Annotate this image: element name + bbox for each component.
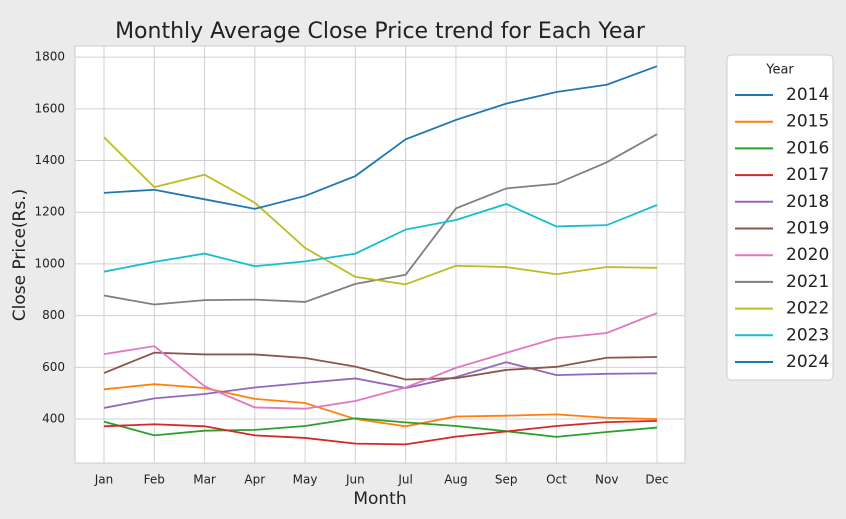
line <box>103 417 658 438</box>
y-tick-label: 600 <box>42 360 65 374</box>
legend-label: 2014 <box>786 85 829 105</box>
x-tick-label: Apr <box>244 473 265 487</box>
x-tick-label: Oct <box>546 473 567 487</box>
legend-title: Year <box>765 63 794 78</box>
line <box>103 383 658 428</box>
y-tick-label: 400 <box>42 412 65 426</box>
legend-label: 2022 <box>786 299 829 319</box>
legend-label: 2020 <box>786 245 829 265</box>
legend <box>726 54 834 381</box>
line <box>103 312 658 410</box>
y-tick-label: 1000 <box>34 256 65 270</box>
legend-label: 2015 <box>786 112 829 132</box>
line <box>103 133 658 306</box>
x-axis-label: Month <box>353 489 406 509</box>
chart-title: Monthly Average Close Price trend for Ea… <box>115 19 646 44</box>
x-tick-label: Jan <box>94 473 114 487</box>
y-tick-label: 1800 <box>34 50 65 64</box>
x-tick-label: May <box>293 473 318 487</box>
legend-label: 2024 <box>786 352 829 372</box>
y-axis-label: Close Price(Rs.) <box>10 189 30 322</box>
y-tick-label: 1600 <box>34 101 65 115</box>
x-tick-label: Jul <box>397 473 412 487</box>
line <box>103 361 658 409</box>
line <box>103 351 658 381</box>
legend-label: 2016 <box>786 138 829 158</box>
legend-label: 2023 <box>786 325 829 345</box>
x-tick-label: Mar <box>193 473 216 487</box>
x-tick-label: Jun <box>345 473 365 487</box>
x-tick-label: Dec <box>645 473 668 487</box>
line <box>103 136 658 286</box>
legend-label: 2021 <box>786 272 829 292</box>
legend-label: 2018 <box>786 192 829 212</box>
legend-label: 2019 <box>786 219 829 239</box>
y-tick-label: 1400 <box>34 153 65 167</box>
line <box>103 419 658 446</box>
x-tick-label: Sep <box>495 473 518 487</box>
x-tick-label: Feb <box>144 473 165 487</box>
line <box>103 202 658 273</box>
legend-label: 2017 <box>786 165 829 185</box>
y-tick-label: 1200 <box>34 205 65 219</box>
x-tick-label: Nov <box>595 473 618 487</box>
x-tick-label: Aug <box>444 473 467 487</box>
y-tick-label: 800 <box>42 308 65 322</box>
line <box>103 65 658 210</box>
